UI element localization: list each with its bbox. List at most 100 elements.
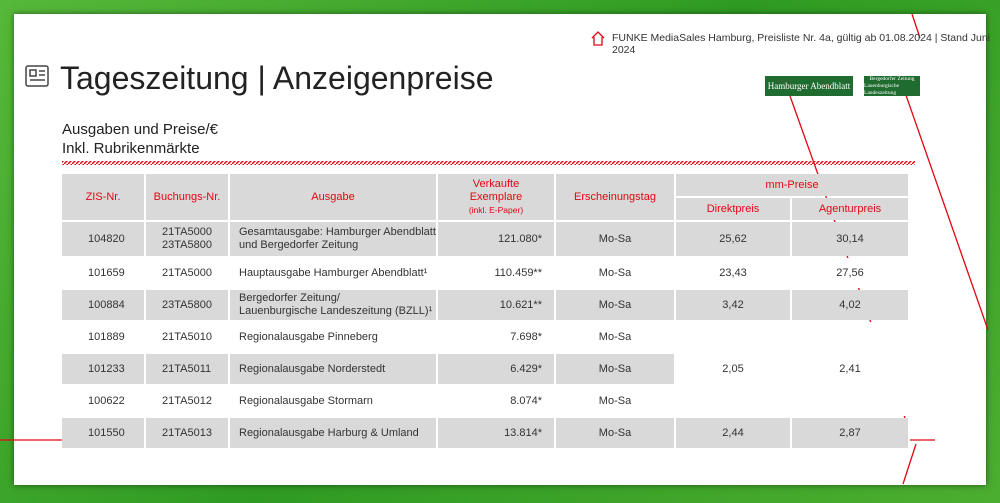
logo: Bergedorfer Zeitung Lauenburgische Landes…	[864, 76, 920, 96]
cell-text: Gesamtausgabe: Hamburger Abendblatt	[239, 226, 436, 238]
cell-text: 101550	[88, 426, 125, 439]
cell: 27,56	[792, 258, 908, 288]
cell-text: 101659	[88, 266, 125, 279]
cell-text: 13.814*	[504, 426, 542, 439]
cell: 21TA5012	[146, 386, 228, 416]
cell: 101889	[62, 322, 144, 352]
cell-text: 7.698*	[510, 330, 542, 343]
cell-text: 8.074*	[510, 394, 542, 407]
cell-text: und Bergedorfer Zeitung	[239, 239, 359, 251]
cell-text: Regionalausgabe Pinneberg	[239, 330, 378, 343]
cell-text: 101233	[88, 362, 125, 375]
cell: 4,02	[792, 290, 908, 320]
cell: Mo-Sa	[556, 290, 674, 320]
cell: 100884	[62, 290, 144, 320]
cell-text: Mo-Sa	[598, 266, 632, 279]
cell-text: 21TA5010	[162, 330, 212, 343]
cell-text: Regionalausgabe Harburg & Umland	[239, 426, 419, 439]
cell: Gesamtausgabe: Hamburger Abendblatt und B…	[230, 222, 436, 256]
cell-text: 30,14	[836, 232, 864, 245]
cell-text: Mo-Sa	[598, 330, 632, 343]
cell-text: 110.459**	[494, 266, 542, 279]
cell-text: Exemplare	[469, 190, 523, 203]
cell-text: 121.080*	[497, 232, 542, 245]
header-cell: mm-Preise	[676, 174, 908, 196]
title: Tageszeitung | Anzeigenpreise	[60, 60, 494, 96]
cell-text: Mo-Sa	[598, 362, 632, 375]
cell-text: 21TA5013	[162, 426, 212, 439]
cell-text: Hauptausgabe Hamburger Abendblatt¹	[239, 266, 428, 279]
subtitle: Inkl. Rubrikenmärkte	[62, 140, 200, 157]
cell-text: 104820	[88, 232, 125, 245]
cell: 23TA5800	[146, 290, 228, 320]
cell-text: 23TA5800	[162, 298, 212, 311]
cell: 21TA5011	[146, 354, 228, 384]
cell-text: 21TA5000	[162, 226, 212, 238]
cell-text: 10.621**	[499, 298, 542, 311]
cell-text: 27,56	[836, 266, 864, 279]
cell-text: mm-Preise	[765, 178, 819, 191]
cell: 7.698*	[438, 322, 554, 352]
cell-text: Erscheinungstag	[574, 190, 656, 203]
cell: 101233	[62, 354, 144, 384]
cell-text: Direktpreis	[706, 202, 760, 215]
cell-text: 6.429*	[510, 362, 542, 375]
cell: 2,05	[676, 322, 790, 416]
logo: Hamburger Abendblatt	[765, 76, 853, 96]
cell-text: 4,02	[839, 298, 861, 311]
subtitle: Ausgaben und Preise/€	[62, 121, 218, 138]
cell: 21TA5010	[146, 322, 228, 352]
cell: 101659	[62, 258, 144, 288]
cell-text: Mo-Sa	[598, 394, 632, 407]
cell-text: 3,42	[722, 298, 744, 311]
cell: 21TA5000	[146, 258, 228, 288]
cell: 30,14	[792, 222, 908, 256]
cell-text: 2,41	[839, 362, 861, 375]
cell: 2,87	[792, 418, 908, 448]
cell-text: Lauenburgische Landeszeitung (BZLL)¹	[239, 305, 433, 317]
cell: 8.074*	[438, 386, 554, 416]
cell-text: Regionalausgabe Norderstedt	[239, 362, 386, 375]
cell: Hauptausgabe Hamburger Abendblatt¹	[230, 258, 436, 288]
cell: Mo-Sa	[556, 222, 674, 256]
header-cell: Agenturpreis	[792, 198, 908, 220]
cell-text: 21TA5000	[162, 266, 212, 279]
cell: 2,41	[792, 322, 908, 416]
cell: Bergedorfer Zeitung/Lauenburgische Lande…	[230, 290, 436, 320]
cell-text: 2,05	[722, 362, 744, 375]
cell-text: 21TA5011	[162, 362, 212, 375]
cell-text: 101889	[88, 330, 125, 343]
cell-text: 25,62	[719, 232, 747, 245]
cell: 104820	[62, 222, 144, 256]
cell-text: 23TA5800	[162, 239, 212, 251]
header-cell: ZIS-Nr.	[62, 174, 144, 220]
cell-text: Buchungs-Nr.	[153, 190, 221, 203]
cell: 2,44	[676, 418, 790, 448]
cell: Mo-Sa	[556, 418, 674, 448]
cell: Mo-Sa	[556, 258, 674, 288]
source-line: FUNKE MediaSales Hamburg, Preisliste Nr.…	[612, 32, 991, 56]
cell: Mo-Sa	[556, 386, 674, 416]
cell: Regionalausgabe Pinneberg	[230, 322, 436, 352]
cell: 13.814*	[438, 418, 554, 448]
cell: 10.621**	[438, 290, 554, 320]
cell-text: (inkl. E-Paper)	[468, 204, 524, 215]
cell-text: Agenturpreis	[818, 202, 882, 215]
cell-text: Bergedorfer Zeitung/	[239, 292, 340, 304]
cell-text: Mo-Sa	[598, 426, 632, 439]
logo-text: Lauenburgische Landeszeitung	[864, 82, 900, 96]
cell: 25,62	[676, 222, 790, 256]
cell-text: Mo-Sa	[598, 298, 632, 311]
cell-text: 100622	[88, 394, 125, 407]
cell: Regionalausgabe Stormarn	[230, 386, 436, 416]
cell: 121.080*	[438, 222, 554, 256]
cell: 100622	[62, 386, 144, 416]
cell: Mo-Sa	[556, 354, 674, 384]
header-cell: Verkaufte Exemplare (inkl. E-Paper)	[438, 174, 554, 220]
cell-text: 2,87	[839, 426, 861, 439]
cell-text: Mo-Sa	[598, 232, 632, 245]
cell-text: 23,43	[719, 266, 747, 279]
cell: Regionalausgabe Harburg & Umland	[230, 418, 436, 448]
cell-text: 100884	[88, 298, 125, 311]
